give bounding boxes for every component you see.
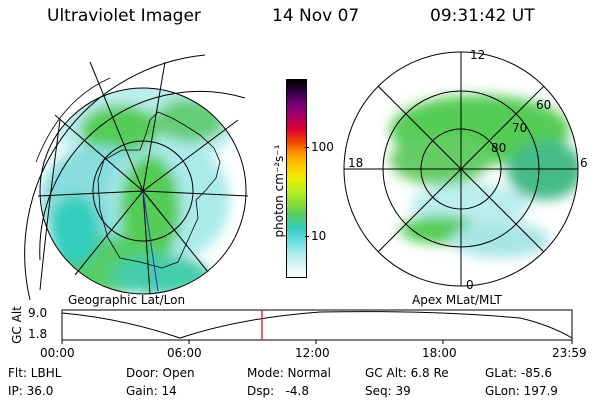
colorbar-tick-mark-100 [305, 147, 309, 148]
mlat-label-60: 60 [536, 98, 552, 112]
coastline [97, 111, 221, 269]
door-info: Door: Open [126, 366, 195, 380]
altitude-ytick-9: 9.0 [28, 306, 48, 320]
altitude-xtick-0000: 00:00 [40, 346, 75, 360]
altitude-ylabel: GC Alt [10, 306, 24, 344]
mlat-label-80: 80 [491, 141, 507, 155]
altitude-xtick-1800: 18:00 [422, 346, 457, 360]
dsp-info: Dsp: -4.8 [247, 384, 310, 398]
altitude-plot-frame [61, 309, 573, 341]
apex-grid [343, 51, 579, 287]
glon-info: GLon: 197.9 [485, 384, 558, 398]
seq-info: Seq: 39 [365, 384, 411, 398]
glat-info: GLat: -85.6 [485, 366, 552, 380]
mode-info: Mode: Normal [247, 366, 331, 380]
date-label: 14 Nov 07 [272, 6, 360, 26]
altitude-xtick-1200: 12:00 [295, 346, 330, 360]
mlt-label-12: 12 [470, 48, 486, 62]
time-label: 09:31:42 UT [430, 6, 535, 26]
altitude-ytick-1-8: 1.8 [28, 327, 48, 341]
colorbar-tick-100: 100 [311, 140, 334, 154]
instrument-title: Ultraviolet Imager [47, 6, 201, 26]
colorbar [286, 79, 307, 278]
apex-caption: Apex MLat/MLT [412, 293, 502, 307]
colorbar-tick-mark-10 [305, 236, 309, 237]
coastline-outer [35, 77, 111, 163]
mlt-label-0: 0 [466, 278, 474, 292]
altitude-curve [61, 311, 573, 339]
geographic-map-boundary [39, 87, 247, 295]
gc-alt-info: GC Alt: 6.8 Re [365, 366, 449, 380]
gain-info: Gain: 14 [126, 384, 177, 398]
dayside-meridian [142, 190, 159, 292]
mlt-label-18: 18 [348, 156, 364, 170]
altitude-xtick-0600: 06:00 [167, 346, 202, 360]
altitude-xtick-2359: 23:59 [552, 346, 587, 360]
filter-info: Flt: LBHL [8, 366, 62, 380]
colorbar-tick-10: 10 [311, 229, 327, 243]
altitude-x-ticks [61, 340, 573, 344]
mlt-label-6: 6 [580, 156, 588, 170]
mlat-label-70: 70 [512, 121, 528, 135]
geographic-caption: Geographic Lat/Lon [68, 293, 186, 307]
ip-info: IP: 36.0 [8, 384, 54, 398]
